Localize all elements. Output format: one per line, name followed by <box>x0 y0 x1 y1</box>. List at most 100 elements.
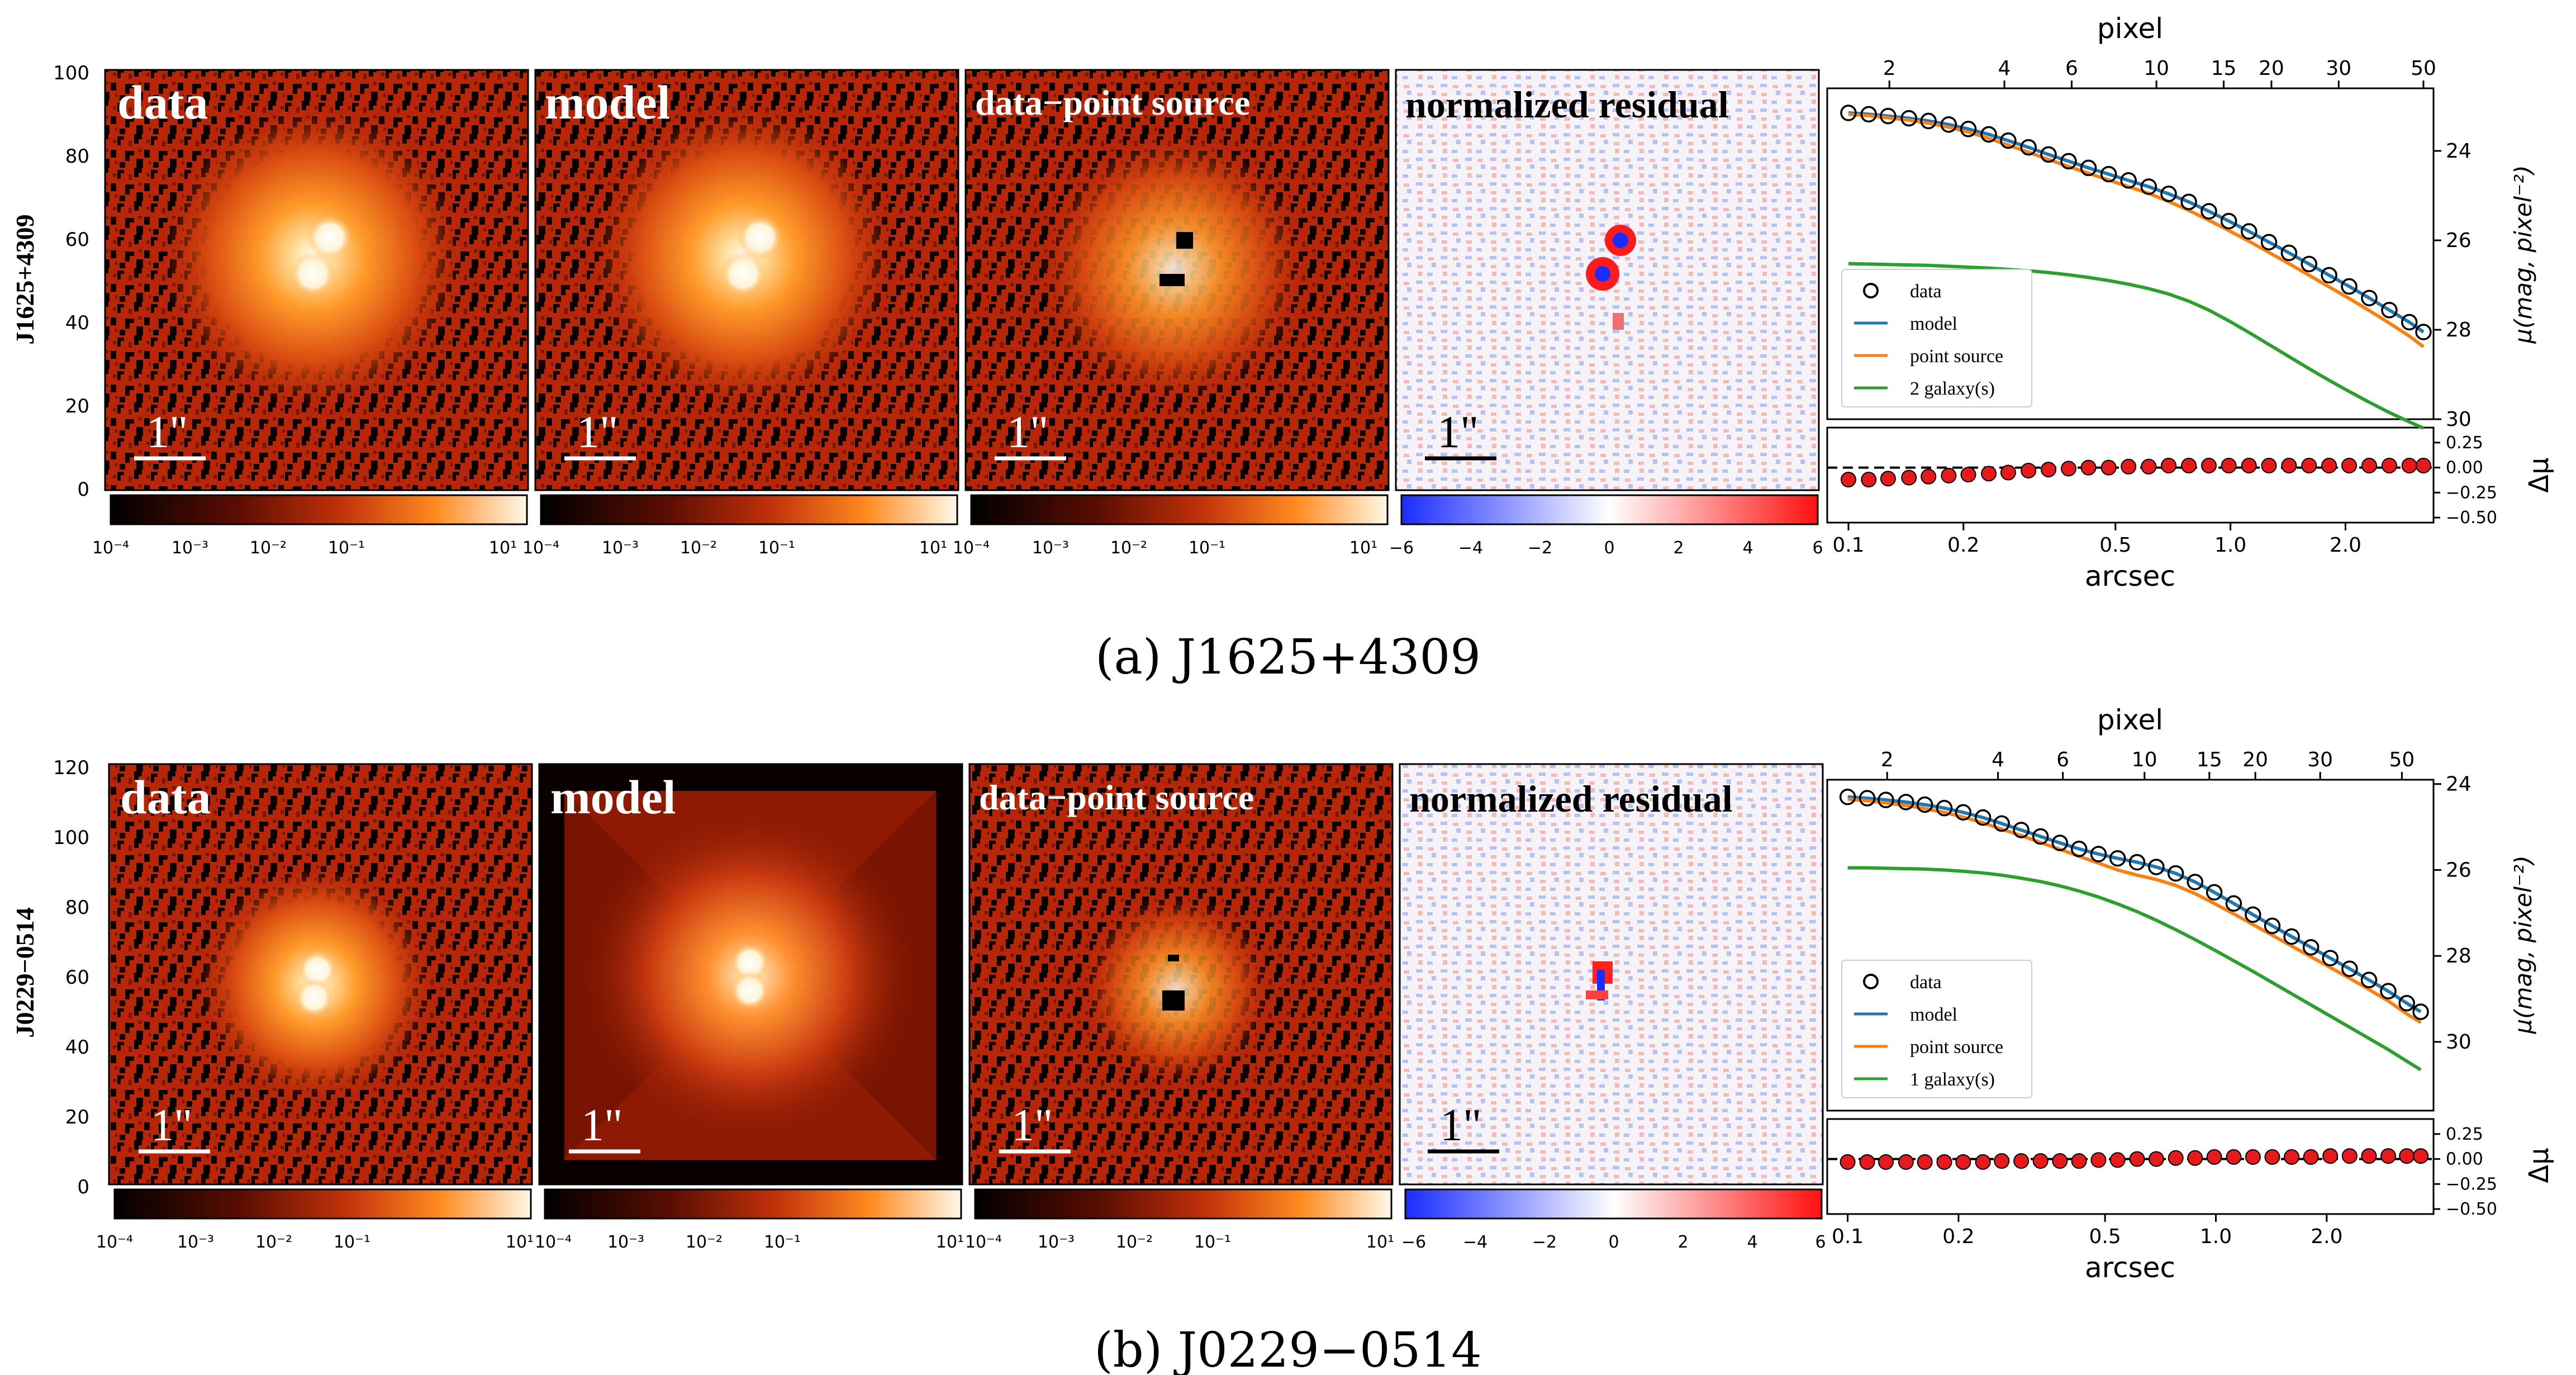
residual-y-label: Δμ <box>2523 457 2555 492</box>
top-tick-label: 4 <box>1998 57 2011 80</box>
data-point <box>2100 165 2117 183</box>
residual-point <box>2206 1149 2222 1165</box>
y-tick-label: 26 <box>2446 859 2472 881</box>
residual-point <box>2341 1148 2358 1164</box>
cb-tick: 10⁻³ <box>1032 538 1069 558</box>
x-tick-label: 0.5 <box>2099 534 2131 557</box>
top-tick-label: 10 <box>2132 748 2157 771</box>
scale-bar-label: 1" <box>1437 406 1479 457</box>
residual-point <box>1941 467 1957 483</box>
residual-point <box>2201 458 2217 473</box>
data-point <box>2381 302 2398 319</box>
data-point <box>1898 794 1914 810</box>
cb-tick: 10⁻¹ <box>764 1232 801 1252</box>
cb-tick: 10⁻¹ <box>758 538 795 558</box>
y-tick: 100 <box>53 62 89 84</box>
residual-point <box>1859 1154 1875 1170</box>
legend-model: model <box>1910 314 1957 334</box>
y-tick: 120 <box>53 757 89 779</box>
profile-residual-frame <box>1826 426 2435 524</box>
residual-point <box>2321 458 2337 473</box>
cb-tick: 0 <box>1608 1232 1619 1252</box>
data-point <box>1860 106 1877 123</box>
data-point <box>2128 854 2146 871</box>
y-tick-label: 28 <box>2446 319 2472 342</box>
caption-b: (b) J0229−0514 <box>1094 1322 1482 1375</box>
cb-tick: 6 <box>1815 1232 1826 1252</box>
residual-point <box>1901 470 1917 486</box>
residual-point <box>2060 461 2076 477</box>
panel-model-b: model 1" <box>538 763 963 1186</box>
colorbar-data <box>110 494 528 525</box>
x-tick-label: 0.1 <box>1832 534 1864 557</box>
cb-tick: −6 <box>1401 1232 1426 1252</box>
row-a: J1625+4309 100 80 60 40 20 0 data 1" mod… <box>11 12 2555 685</box>
data-point <box>2140 178 2157 195</box>
cb-tick: 0 <box>1604 538 1614 558</box>
top-tick-label: 15 <box>2211 57 2237 80</box>
y-tick: 80 <box>65 897 89 919</box>
residual-point <box>2301 458 2317 473</box>
data-point <box>2321 267 2337 284</box>
res-tick-label: 0.00 <box>2446 458 2483 478</box>
data-point <box>2283 928 2300 945</box>
residual-point <box>2399 1148 2415 1164</box>
res-tick-label: 0.00 <box>2446 1150 2483 1169</box>
cb-tick: 10⁻¹ <box>1194 1232 1231 1252</box>
scale-bar-label: 1" <box>146 406 188 457</box>
residual-point <box>2241 458 2257 473</box>
legend-data: data <box>1910 281 1942 302</box>
y-tick-label: 24 <box>2446 773 2472 796</box>
series-line-model <box>1847 795 2422 1013</box>
residual-point <box>2401 458 2417 473</box>
data-point <box>2245 906 2261 923</box>
data-point <box>2264 917 2281 935</box>
residual-point <box>2080 459 2097 476</box>
colorbar-residual <box>1404 1188 1823 1220</box>
y-tick-label: 28 <box>2446 945 2472 968</box>
data-point <box>1880 107 1897 125</box>
profile-chart-b: 0.1 0.2 0.5 1.0 2.02 4 6 10 15 20 30 50242628300.25… <box>1826 704 2555 1284</box>
residual-point <box>2413 1148 2429 1164</box>
cb-tick: 10¹ <box>1366 1232 1394 1252</box>
y-tick: 0 <box>77 1176 89 1198</box>
residual-point <box>2141 458 2157 475</box>
y-tick: 0 <box>77 478 89 501</box>
colorbars-b: 10⁻⁴ 10⁻³ 10⁻² 10⁻¹ 10¹ 10⁻⁴ 10⁻³ 10⁻² 1… <box>96 1188 1826 1252</box>
residual-point <box>1960 467 1976 483</box>
residual-point <box>2041 462 2057 478</box>
top-tick-label: 4 <box>1992 748 2004 771</box>
cb-tick: 10⁻⁴ <box>96 1232 133 1252</box>
residual-point <box>2071 1153 2087 1169</box>
panel-title: model <box>550 770 676 824</box>
panel-title: data−point source <box>979 777 1254 817</box>
residual-point <box>2181 458 2197 473</box>
legend-model: model <box>1910 1004 1957 1025</box>
cb-tick: 10⁻⁴ <box>522 538 559 558</box>
colorbar-model <box>540 494 958 525</box>
data-point <box>2398 995 2415 1012</box>
data-point <box>1859 790 1876 807</box>
data-point <box>2380 983 2397 1000</box>
residual-point <box>1917 1154 1933 1170</box>
panel-title: model <box>545 75 671 129</box>
cb-tick: 10⁻¹ <box>334 1232 370 1252</box>
data-point <box>2187 874 2204 890</box>
top-tick-label: 50 <box>2389 748 2415 771</box>
x-tick-label: 0.2 <box>1942 1225 1974 1248</box>
residual-point <box>2000 464 2016 481</box>
top-tick-label: 50 <box>2411 57 2436 80</box>
cb-tick: 10⁻³ <box>602 538 639 558</box>
series-line-model <box>1848 111 2425 334</box>
data-point <box>2180 193 2197 210</box>
cb-tick: 4 <box>1742 538 1753 558</box>
data-point <box>1955 804 1972 821</box>
object-label-a: J1625+4309 <box>11 214 39 344</box>
panel-ps-subtracted-b: data−point source 1" <box>968 763 1394 1186</box>
residual-point <box>2361 458 2377 473</box>
profile-residual-frame <box>1826 1118 2435 1215</box>
cb-tick: 10⁻³ <box>177 1232 214 1252</box>
residual-point <box>2380 1148 2397 1164</box>
cb-tick: 10⁻² <box>1116 1232 1153 1252</box>
